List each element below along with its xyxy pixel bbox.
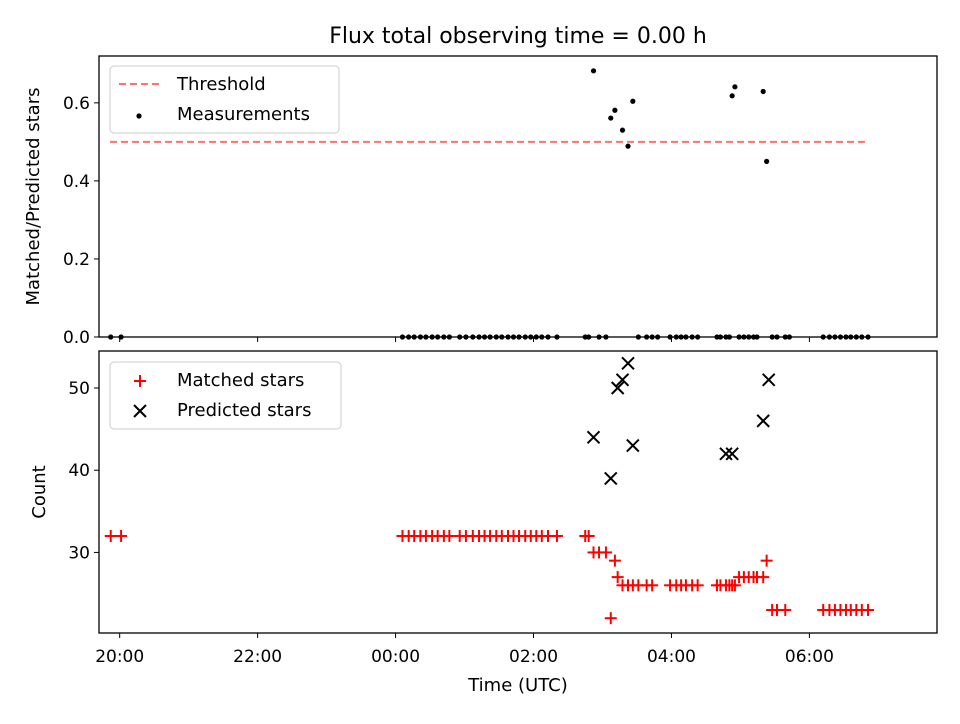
matched-stars-point <box>611 571 624 584</box>
legend-threshold-label: Threshold <box>176 74 266 95</box>
matched-stars-point <box>550 529 563 542</box>
measurements-point <box>590 68 597 74</box>
measurements-point <box>764 158 770 164</box>
bottom-ytick-label: 30 <box>68 543 90 563</box>
legend-measurements-label: Measurements <box>177 104 310 125</box>
legend-matched-label: Matched stars <box>177 370 304 391</box>
matched-stars-point <box>779 603 792 616</box>
predicted-stars-point <box>626 438 640 453</box>
chart-title: Flux total observing time = 0.00 h <box>329 24 707 49</box>
matched-stars-point <box>599 546 612 559</box>
matched-stars-point <box>582 529 595 542</box>
top-ytick-label: 0.4 <box>63 172 90 192</box>
top-panel: 0.0 0.2 0.4 0.6 <box>63 68 871 348</box>
measurements-point <box>612 107 618 113</box>
predicted-stars-point <box>756 414 770 428</box>
matched-stars-point <box>691 579 704 592</box>
xtick-label: 20:00 <box>95 647 144 667</box>
measurements-point <box>608 115 614 121</box>
matched-stars-point <box>862 603 875 616</box>
predicted-stars-point <box>725 447 739 461</box>
measurements-point <box>732 84 738 90</box>
matched-stars-point <box>115 529 128 542</box>
predicted-stars-point <box>610 381 625 395</box>
matched-stars-point <box>728 579 741 592</box>
top-legend-box <box>109 65 340 134</box>
matched-stars-point <box>646 579 659 592</box>
top-legend: Threshold Measurements <box>109 65 340 134</box>
measurements-point <box>760 88 766 95</box>
bottom-panel: 30 40 50 20:00 22:00 00:00 02:00 04:00 06:00 <box>68 356 875 667</box>
predicted-stars-point <box>762 373 776 387</box>
bottom-legend: Matched stars Predicted stars <box>109 361 342 430</box>
bottom-ytick-label: 50 <box>68 379 90 399</box>
bottom-ytick-label: 40 <box>68 461 90 481</box>
predicted-stars-point <box>586 430 601 445</box>
xtick-label: 00:00 <box>371 647 420 667</box>
measurements-point <box>729 93 735 99</box>
top-ytick-label: 0.6 <box>63 94 90 114</box>
bottom-axes-frame <box>98 350 938 634</box>
top-y-axis-label: Matched/Predicted stars <box>23 88 44 306</box>
legend-predicted-label: Predicted stars <box>177 400 311 421</box>
x-axis-label: Time (UTC) <box>467 675 568 696</box>
matched-stars-point <box>757 571 770 584</box>
matched-stars-point <box>608 554 621 567</box>
legend-predicted-marker <box>133 404 147 418</box>
xtick-label: 02:00 <box>509 647 558 667</box>
legend-measurements-marker <box>136 113 142 119</box>
xtick-label: 22:00 <box>233 647 282 667</box>
top-ytick-label: 0.2 <box>63 250 90 270</box>
predicted-stars-point <box>615 373 630 387</box>
matched-stars-point <box>760 554 773 567</box>
measurements-point <box>619 127 626 133</box>
bottom-legend-box <box>109 361 342 430</box>
matched-stars-point <box>104 529 117 542</box>
matched-stars-point <box>604 612 617 625</box>
bottom-y-axis-label: Count <box>29 465 50 518</box>
measurements-point <box>625 143 631 149</box>
predicted-stars-point <box>604 471 618 486</box>
predicted-stars-point <box>621 356 635 371</box>
top-ytick-label: 0.0 <box>63 328 90 348</box>
measurements-point <box>630 98 636 104</box>
predicted-stars-point <box>719 447 733 461</box>
legend-matched-marker <box>134 375 146 387</box>
top-axes-frame <box>98 55 938 338</box>
matched-stars-point <box>443 529 456 542</box>
xtick-label: 06:00 <box>785 647 834 667</box>
xtick-label: 04:00 <box>647 647 696 667</box>
